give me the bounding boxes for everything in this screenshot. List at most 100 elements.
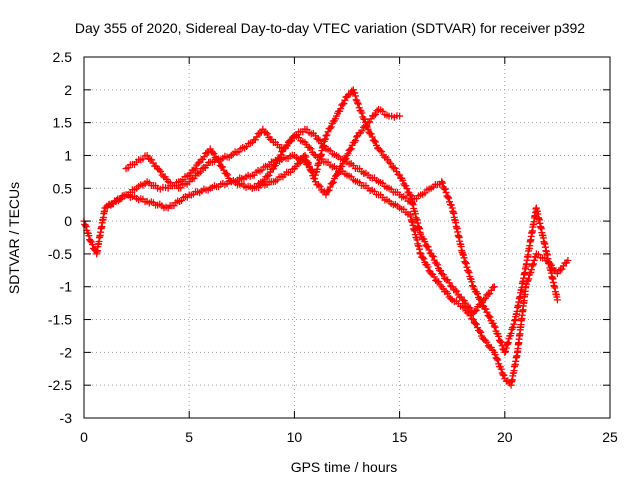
data-point-fill bbox=[498, 342, 506, 350]
data-point-fill bbox=[525, 275, 533, 283]
data-point-fill bbox=[558, 265, 566, 273]
data-point-fill bbox=[326, 183, 334, 191]
data-point-fill bbox=[254, 130, 262, 138]
data-point-fill bbox=[502, 347, 510, 355]
data-point bbox=[322, 191, 330, 199]
data-point bbox=[364, 119, 372, 127]
data-point-fill bbox=[352, 96, 360, 104]
data-point bbox=[564, 256, 572, 264]
data-point-fill bbox=[491, 351, 499, 359]
data-point-fill bbox=[354, 100, 362, 108]
data-point bbox=[301, 151, 309, 159]
x-tick-label: 20 bbox=[497, 429, 513, 445]
data-point-fill bbox=[464, 267, 472, 275]
data-point-fill bbox=[191, 165, 199, 173]
data-point-fill bbox=[190, 166, 198, 174]
data-point-fill bbox=[530, 256, 538, 264]
data-point-fill bbox=[342, 155, 350, 163]
data-point-fill bbox=[200, 153, 208, 161]
data-point-fill bbox=[504, 339, 512, 347]
data-point-fill bbox=[430, 273, 438, 281]
data-point-fill bbox=[265, 171, 273, 179]
data-point-fill bbox=[483, 291, 491, 299]
data-point-fill bbox=[471, 320, 479, 328]
data-point-fill bbox=[328, 179, 336, 187]
data-point-fill bbox=[485, 312, 493, 320]
data-point-fill bbox=[210, 150, 218, 158]
data-point bbox=[322, 132, 330, 140]
data-point-fill bbox=[283, 142, 291, 150]
series-2 bbox=[122, 125, 561, 356]
y-axis-title: SDTVAR / TECUs bbox=[6, 182, 22, 294]
data-point-fill bbox=[314, 181, 322, 189]
data-point-fill bbox=[465, 269, 473, 277]
data-point bbox=[501, 348, 509, 356]
data-point bbox=[448, 283, 456, 291]
data-point-fill bbox=[495, 332, 503, 340]
x-tick-label: 25 bbox=[602, 429, 618, 445]
data-point-fill bbox=[219, 163, 227, 171]
data-point-fill bbox=[304, 159, 312, 167]
data-point-fill bbox=[145, 154, 153, 162]
data-point-fill bbox=[494, 356, 502, 364]
y-tick-label: -2.5 bbox=[48, 377, 72, 393]
data-point-fill bbox=[476, 327, 484, 335]
data-point-fill bbox=[483, 338, 491, 346]
data-point-fill bbox=[85, 232, 93, 240]
data-point-fill bbox=[462, 260, 470, 268]
data-point-fill bbox=[372, 110, 380, 118]
data-point-fill bbox=[388, 163, 396, 171]
x-tick-label: 15 bbox=[392, 429, 408, 445]
data-point-fill bbox=[462, 259, 470, 267]
data-point-fill bbox=[466, 304, 474, 312]
data-point-fill bbox=[473, 290, 481, 298]
data-point-fill bbox=[367, 115, 375, 123]
x-tick-label: 0 bbox=[80, 429, 88, 445]
data-point-fill bbox=[358, 109, 366, 117]
y-tick-label: -1.5 bbox=[48, 312, 72, 328]
data-point-fill bbox=[555, 267, 563, 275]
data-point-fill bbox=[307, 167, 315, 175]
data-point bbox=[311, 132, 319, 140]
data-point-fill bbox=[387, 160, 395, 168]
data-point-fill bbox=[337, 105, 345, 113]
data-point-fill bbox=[483, 308, 491, 316]
data-point-fill bbox=[268, 165, 276, 173]
data-point-fill bbox=[482, 305, 490, 313]
data-point bbox=[396, 112, 404, 120]
data-point-fill bbox=[502, 344, 510, 352]
data-point-fill bbox=[326, 124, 334, 132]
data-point-fill bbox=[198, 165, 206, 173]
series-4 bbox=[248, 106, 404, 199]
data-point-fill bbox=[346, 90, 354, 98]
data-point-fill bbox=[509, 323, 517, 331]
data-point-fill bbox=[155, 166, 163, 174]
chart-title: Day 355 of 2020, Sidereal Day-to-day VTE… bbox=[75, 20, 585, 36]
y-tick-labels: -3 -2.5 -2 -1.5 -1 -0.5 0 0.5 1 1.5 2 2.5 bbox=[48, 49, 72, 426]
data-point-fill bbox=[527, 266, 535, 274]
data-point-fill bbox=[347, 145, 355, 153]
data-point-fill bbox=[209, 148, 217, 156]
data-point bbox=[438, 178, 446, 186]
data-point-fill bbox=[323, 131, 331, 139]
y-tick-label: -2 bbox=[60, 344, 73, 360]
x-tick-label: 5 bbox=[185, 429, 193, 445]
data-point bbox=[343, 151, 351, 159]
data-point bbox=[427, 270, 435, 278]
data-point bbox=[364, 125, 372, 133]
plot-border bbox=[83, 56, 611, 419]
data-point-fill bbox=[256, 129, 264, 137]
data-point-fill bbox=[371, 138, 379, 146]
data-point-fill bbox=[339, 160, 347, 168]
data-point-fill bbox=[445, 194, 453, 202]
data-point-fill bbox=[462, 299, 470, 307]
data-point-fill bbox=[262, 128, 270, 136]
data-point bbox=[438, 270, 446, 278]
data-point-fill bbox=[424, 243, 432, 251]
data-point-fill bbox=[500, 371, 508, 379]
data-point-fill bbox=[368, 133, 376, 141]
data-point-fill bbox=[263, 130, 271, 138]
data-point-fill bbox=[471, 307, 479, 315]
data-point-fill bbox=[468, 315, 476, 323]
